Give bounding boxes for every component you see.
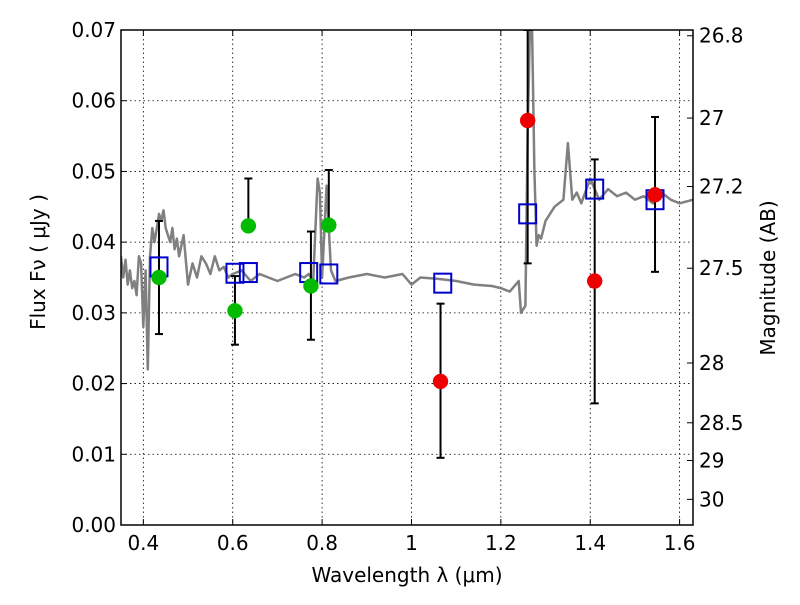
x-tick-label: 1.2 — [485, 531, 517, 555]
model-spectrum-line — [121, 30, 693, 371]
y-tick-label: 0.05 — [71, 159, 116, 183]
y2-tick-label: 30 — [699, 487, 724, 511]
model-flux-square — [518, 203, 538, 225]
y-tick-label: 0.01 — [71, 442, 116, 466]
observed-flux-point-green — [151, 269, 167, 286]
y-tick-label: 0.04 — [71, 230, 116, 254]
x-tick-label: 1.4 — [574, 531, 606, 555]
y2-tick-label: 29 — [699, 449, 724, 473]
x-tick-label: 0.8 — [306, 531, 338, 555]
observed-flux-point-red — [586, 273, 603, 289]
axis-layer: 0.4 0.6 0.8 1 1.2 1.4 1.6 0.00 0.01 0.02 0.03 0.04 0… — [71, 18, 743, 555]
y-tick-label: 0.02 — [71, 372, 116, 396]
observed-flux-point-green — [240, 218, 257, 234]
y-tick-label: 0.00 — [71, 513, 116, 537]
observed-flux-point-green — [321, 217, 337, 233]
observed-flux-point-green — [227, 302, 243, 319]
model-flux-square — [585, 178, 605, 200]
grid-layer — [121, 29, 693, 526]
data-layer — [121, 30, 693, 459]
y-tick-label: 0.07 — [71, 18, 116, 42]
x-tick-label: 1 — [405, 531, 418, 555]
y2-tick-label: 26.8 — [699, 24, 744, 48]
model-flux-square — [225, 262, 245, 284]
x-tick-label: 1.6 — [664, 531, 696, 555]
y-axis-title: Flux Fν ( μJy ) — [26, 194, 50, 330]
y-tick-label: 0.06 — [71, 89, 116, 113]
x-tick-label: 0.4 — [127, 531, 159, 555]
observed-flux-point-red — [647, 187, 663, 203]
y2-axis-title: Magnitude (AB) — [756, 200, 780, 355]
x-tick-label: 0.6 — [217, 531, 249, 555]
observed-flux-point-green — [303, 278, 319, 294]
x-axis-title: Wavelength λ (μm) — [311, 563, 502, 587]
y2-tick-label: 28 — [699, 351, 724, 375]
observed-flux-point-red — [519, 112, 536, 129]
observed-flux-point-red — [432, 373, 449, 390]
y2-tick-label: 28.5 — [699, 411, 744, 435]
y2-tick-label: 27 — [699, 106, 724, 130]
model-flux-square — [238, 262, 258, 284]
model-flux-square — [319, 263, 339, 285]
plot-frame — [120, 29, 694, 526]
model-flux-square — [433, 272, 453, 294]
y2-tick-label: 27.2 — [699, 175, 744, 199]
y-tick-label: 0.03 — [71, 301, 116, 325]
y2-tick-label: 27.5 — [699, 256, 744, 280]
